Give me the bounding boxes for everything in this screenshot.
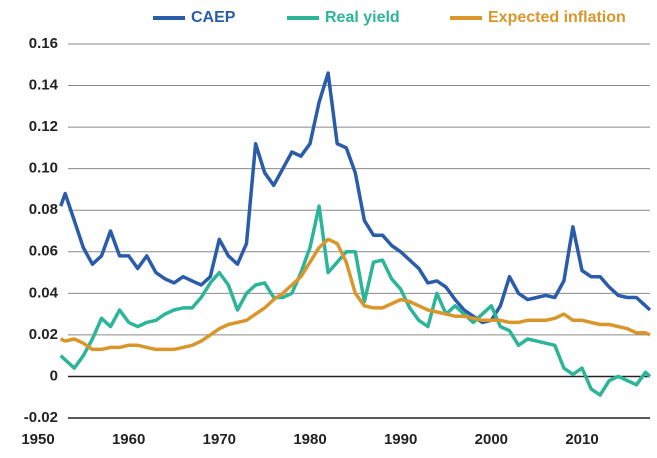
y-tick-label: -0.02 bbox=[24, 409, 58, 426]
y-tick-label: 0.08 bbox=[29, 201, 58, 218]
y-tick-label: 0.02 bbox=[29, 326, 58, 343]
legend-label: Expected inflation bbox=[488, 9, 626, 26]
y-tick-label: 0.16 bbox=[29, 35, 58, 52]
x-tick-label: 1950 bbox=[21, 431, 54, 448]
y-tick-label: 0.10 bbox=[29, 160, 58, 177]
x-tick-label: 1980 bbox=[293, 431, 326, 448]
legend-label: Real yield bbox=[325, 9, 400, 26]
x-tick-label: 1960 bbox=[112, 431, 145, 448]
x-tick-label: 1970 bbox=[203, 431, 236, 448]
x-tick-label: 2000 bbox=[475, 431, 508, 448]
x-tick-label: 2010 bbox=[565, 431, 598, 448]
y-tick-label: 0 bbox=[50, 367, 58, 384]
y-tick-label: 0.14 bbox=[29, 77, 59, 94]
y-tick-label: 0.06 bbox=[29, 243, 58, 260]
y-tick-label: 0.12 bbox=[29, 118, 58, 135]
series-line bbox=[59, 204, 652, 397]
y-tick-label: 0.04 bbox=[29, 284, 59, 301]
series-line bbox=[59, 237, 651, 352]
x-tick-label: 1990 bbox=[384, 431, 417, 448]
series-line bbox=[59, 71, 652, 325]
legend-label: CAEP bbox=[191, 9, 236, 26]
